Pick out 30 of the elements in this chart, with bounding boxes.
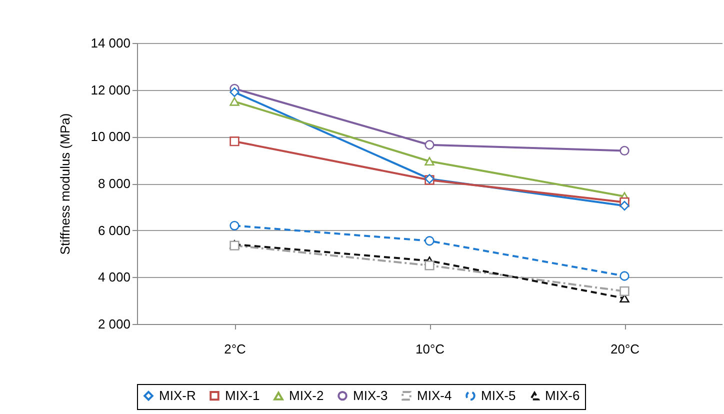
- y-tick-label: 2 000: [98, 316, 130, 332]
- point: [424, 236, 434, 246]
- legend-label: MIX-R: [159, 388, 196, 403]
- legend-label: MIX-6: [545, 388, 580, 404]
- point: [424, 140, 434, 150]
- point: [620, 200, 630, 211]
- y-tick-label: 10 000: [90, 129, 130, 144]
- point: [230, 220, 240, 230]
- point: [424, 156, 434, 166]
- y-tick-label: 4 000: [98, 270, 130, 285]
- y-tick-label: 8 000: [98, 176, 130, 191]
- point: [424, 260, 434, 270]
- x-tick-label: 20°C: [610, 342, 640, 356]
- point: [620, 146, 630, 156]
- legend-label: MIX-4: [417, 388, 452, 403]
- y-axis-title: Stiffness modulus (MPa): [58, 113, 73, 255]
- point: [230, 87, 240, 98]
- y-tick-label: 14 000: [90, 36, 130, 50]
- x-tick-label: 10°C: [415, 342, 445, 356]
- y-tick-label: 6 000: [98, 222, 130, 238]
- legend-label: MIX-5: [481, 388, 516, 403]
- legend-label: MIX-3: [353, 388, 388, 403]
- legend-label: MIX-2: [289, 388, 324, 404]
- point: [620, 286, 630, 296]
- point: [230, 136, 240, 146]
- point: [230, 97, 240, 106]
- y-tick-label: 12 000: [90, 82, 130, 98]
- point: [620, 271, 630, 281]
- x-tick-label: 2°C: [224, 342, 246, 356]
- legend-label: MIX-1: [225, 388, 260, 403]
